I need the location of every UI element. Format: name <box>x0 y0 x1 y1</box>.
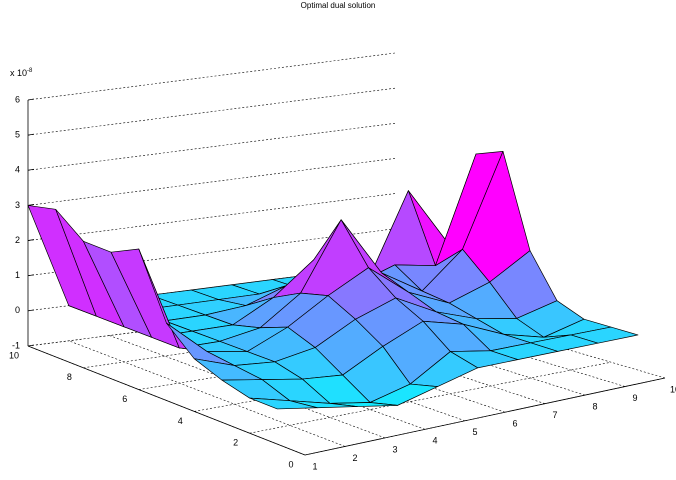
z-multiplier-exponent: -8 <box>27 68 33 74</box>
axis-line <box>27 345 306 456</box>
z-tick <box>27 168 35 171</box>
x-tick-label: 10 <box>670 384 676 394</box>
y-tick-label: 2 <box>233 438 238 448</box>
grid-line <box>27 122 396 171</box>
grid-line <box>27 193 396 241</box>
chart-title: Optimal dual solution <box>301 1 376 10</box>
y-tick-label: 6 <box>122 394 127 404</box>
z-tick-label: 2 <box>15 235 20 245</box>
z-tick-label: 6 <box>15 94 20 104</box>
z-tick <box>27 274 35 277</box>
z-tick-label: 4 <box>15 165 20 175</box>
z-tick-label: 0 <box>15 305 20 315</box>
grid-line <box>109 335 386 439</box>
grid-line <box>68 340 346 447</box>
y-tick-label: 4 <box>178 416 183 426</box>
z-multiplier-base: x 10 <box>10 68 27 78</box>
z-tick <box>27 344 35 347</box>
y-tick-label: 0 <box>288 459 293 469</box>
x-tick-label: 9 <box>632 393 637 403</box>
grid-line <box>27 52 396 101</box>
x-tick-label: 6 <box>512 419 517 429</box>
x-tick-label: 2 <box>352 453 357 463</box>
x-tick-label: 1 <box>312 461 317 471</box>
y-tick-label: 10 <box>9 350 19 360</box>
grid-line <box>249 361 612 434</box>
z-multiplier: x 10-8 <box>10 68 33 79</box>
x-tick-label: 4 <box>432 436 437 446</box>
z-tick <box>27 133 35 136</box>
x-tick-label: 8 <box>592 401 597 411</box>
axis-line <box>304 377 666 456</box>
z-tick-label: 1 <box>15 270 20 280</box>
x-tick-label: 3 <box>392 444 397 454</box>
z-tick <box>27 98 35 101</box>
x-tick-label: 5 <box>472 427 477 437</box>
z-tick <box>27 309 35 312</box>
x-tick-label: 7 <box>552 410 557 420</box>
z-tick-label: -1 <box>12 340 20 350</box>
y-tick-label: 8 <box>67 372 72 382</box>
grid-line <box>27 87 396 136</box>
grid-line <box>27 158 396 206</box>
z-tick <box>27 239 35 241</box>
z-tick-label: 5 <box>15 130 20 140</box>
surface-face <box>249 397 318 410</box>
z-tick-label: 3 <box>15 200 20 210</box>
